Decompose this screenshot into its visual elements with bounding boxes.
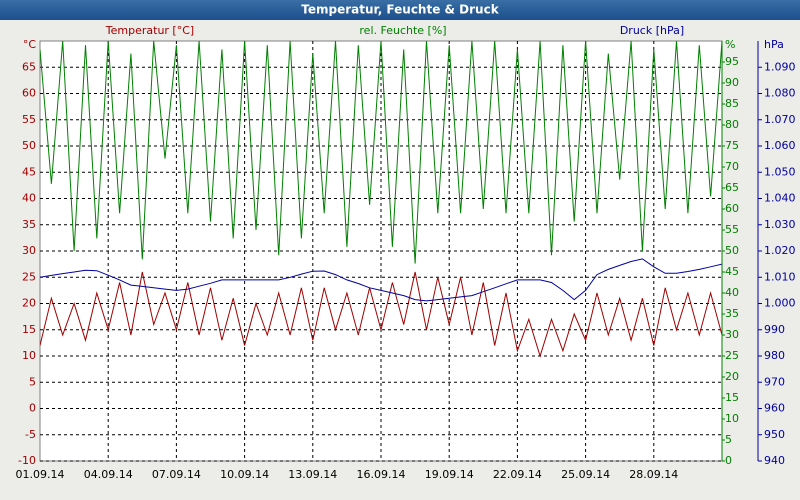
y3-tick-label: 1.050 (764, 165, 796, 178)
y-tick-label: 30 (22, 244, 36, 257)
y3-tick-label: 1.020 (764, 244, 796, 257)
y2-tick-label: 95 (725, 55, 739, 68)
x-tick-label: 22.09.14 (493, 468, 542, 481)
y2-tick-label: 60 (725, 202, 739, 215)
y2-tick-label: 5 (725, 433, 732, 446)
y3-tick-label: 960 (764, 402, 785, 415)
y2-tick-label: 35 (725, 307, 739, 320)
y3-tick-label: 1.080 (764, 87, 796, 100)
legend-entry: Temperatur [°C] (105, 24, 194, 37)
x-tick-label: 25.09.14 (561, 468, 610, 481)
x-tick-label: 07.09.14 (152, 468, 201, 481)
x-tick-label: 10.09.14 (220, 468, 269, 481)
y3-tick-label: 1.060 (764, 139, 796, 152)
y2-tick-label: 30 (725, 328, 739, 341)
y-tick-label: 5 (29, 375, 36, 388)
series-line (40, 271, 722, 358)
y3-axis-unit: hPa (764, 38, 784, 51)
legend-entry: rel. Feuchte [%] (359, 24, 446, 37)
y2-tick-label: 55 (725, 223, 739, 236)
y-tick-label: 10 (22, 349, 36, 362)
y2-tick-label: 50 (725, 244, 739, 257)
y-tick-label: 55 (22, 113, 36, 126)
legend-entry: Druck [hPa] (620, 24, 684, 37)
y3-tick-label: 970 (764, 375, 785, 388)
x-tick-label: 28.09.14 (629, 468, 678, 481)
series-line (40, 258, 722, 302)
y2-tick-label: 70 (725, 160, 739, 173)
y3-tick-label: 1.010 (764, 270, 796, 283)
y3-tick-label: 990 (764, 323, 785, 336)
y2-tick-label: 85 (725, 97, 739, 110)
x-tick-label: 13.09.14 (288, 468, 337, 481)
y-tick-label: 40 (22, 192, 36, 205)
y2-tick-label: 40 (725, 286, 739, 299)
y-tick-label: 35 (22, 218, 36, 231)
y-axis-unit: °C (23, 38, 37, 51)
y2-tick-label: 25 (725, 349, 739, 362)
y-tick-label: 25 (22, 270, 36, 283)
y-tick-label: 0 (29, 402, 36, 415)
x-tick-label: 16.09.14 (357, 468, 406, 481)
y-tick-label: 50 (22, 139, 36, 152)
y2-tick-label: 90 (725, 76, 739, 89)
y3-tick-label: 1.040 (764, 192, 796, 205)
series-line (40, 41, 722, 264)
x-tick-label: 19.09.14 (425, 468, 474, 481)
y2-axis-unit: % (725, 38, 735, 51)
y-tick-label: 15 (22, 323, 36, 336)
x-tick-label: 01.09.14 (16, 468, 65, 481)
y2-tick-label: 0 (725, 454, 732, 467)
y2-tick-label: 75 (725, 139, 739, 152)
y3-tick-label: 1.030 (764, 218, 796, 231)
y-tick-label: 65 (22, 60, 36, 73)
y-tick-label: -10 (18, 454, 36, 467)
y2-tick-label: 65 (725, 181, 739, 194)
title-bar (0, 0, 800, 20)
y3-tick-label: 980 (764, 349, 785, 362)
y2-tick-label: 10 (725, 412, 739, 425)
y3-tick-label: 950 (764, 428, 785, 441)
y2-tick-label: 45 (725, 265, 739, 278)
x-tick-label: 04.09.14 (84, 468, 133, 481)
y2-tick-label: 20 (725, 370, 739, 383)
y-tick-label: 45 (22, 165, 36, 178)
y3-tick-label: 1.000 (764, 297, 796, 310)
y2-tick-label: 80 (725, 118, 739, 131)
y3-tick-label: 1.070 (764, 113, 796, 126)
y-tick-label: -5 (25, 428, 36, 441)
y-tick-label: 20 (22, 297, 36, 310)
y3-tick-label: 940 (764, 454, 785, 467)
chart-title: Temperatur, Feuchte & Druck (301, 3, 499, 17)
y2-tick-label: 15 (725, 391, 739, 404)
y3-tick-label: 1.090 (764, 60, 796, 73)
y-tick-label: 60 (22, 87, 36, 100)
